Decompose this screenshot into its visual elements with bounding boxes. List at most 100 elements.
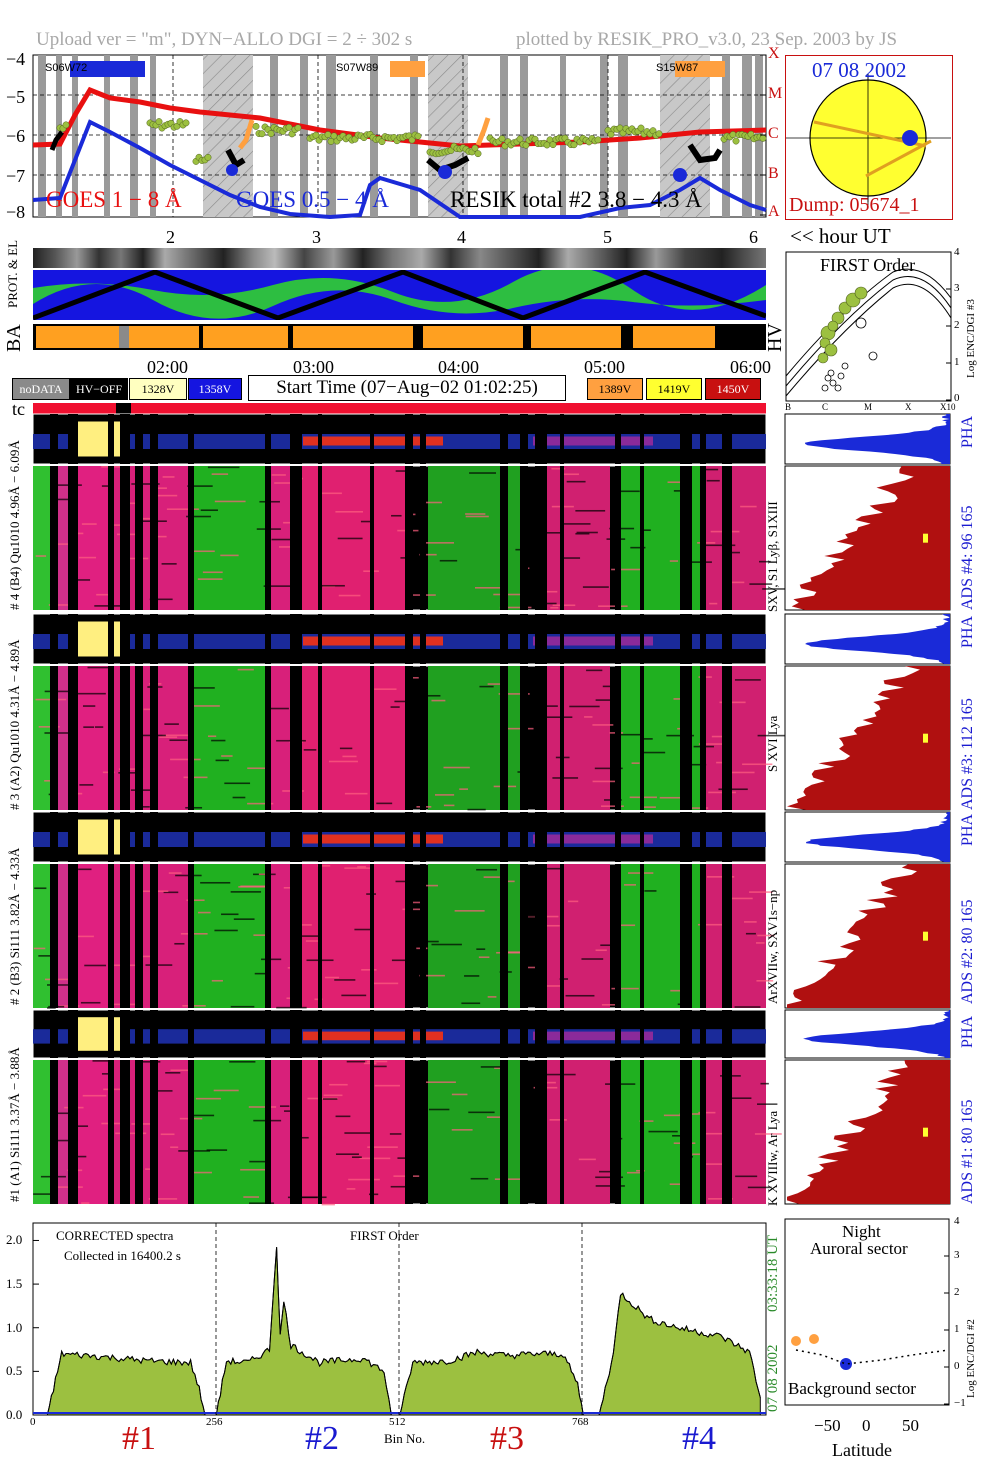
- sun-position-panel: [785, 55, 953, 220]
- lat-ylabel: Log ENC/DGI #2: [965, 1319, 977, 1398]
- legend-resik: RESIK total #2 3.8 − 4.3 Å: [450, 187, 702, 212]
- spectrum-xtick: 512: [389, 1416, 406, 1428]
- hour-axis-label: << hour UT: [790, 224, 891, 248]
- goes-ytick: −6: [6, 126, 26, 146]
- region-label: S15W87: [656, 62, 699, 74]
- latitude-title-2: Auroral sector: [810, 1239, 908, 1258]
- time-tick: 04:00: [438, 357, 480, 377]
- legend-hv-off: HV−OFF: [70, 378, 128, 400]
- channel-label-1: #1 (A1) Si111 3.37Å − 3.88Å: [7, 1047, 22, 1202]
- right-histograms: [784, 413, 951, 1205]
- spectrum-ytick: 0.5: [6, 1363, 23, 1379]
- spectrum-xlabel: Bin No.: [384, 1431, 426, 1446]
- hour-tick: 3: [312, 227, 321, 247]
- side-label-2: ArXVIIw, SXV1s−np: [765, 889, 780, 1004]
- latitude-title-1: Night: [842, 1222, 881, 1241]
- pha-spectrogram: [32, 1009, 767, 1059]
- channel-mark-2: #2: [305, 1420, 339, 1457]
- spectrum-ytick: 0.0: [6, 1407, 23, 1422]
- hour-tick: 2: [166, 227, 175, 247]
- time-tick: 05:00: [584, 357, 626, 377]
- pha-spectrogram: [32, 413, 767, 465]
- lat-ytick: −1: [954, 1397, 966, 1409]
- side-label-3: S XVI Lya: [765, 715, 780, 772]
- time-tick: 06:00: [730, 357, 772, 377]
- side-label-1: K XVIIIw, Ar Lya: [765, 1110, 780, 1206]
- fo-ytick: 4: [954, 246, 960, 258]
- fo-xtick: X10: [940, 402, 956, 412]
- spectrum-side-date: 07 08 2002: [765, 1344, 781, 1413]
- goes-class-label: X: [768, 45, 780, 62]
- first-order-title: FIRST Order: [820, 255, 916, 275]
- goes-class-label: A: [768, 203, 780, 220]
- legend-1389v: 1389V: [587, 378, 643, 400]
- spectrum-note-2: Collected in 16400.2 s: [64, 1248, 181, 1263]
- spectrum-xtick: 0: [30, 1416, 36, 1428]
- fo-xtick: B: [785, 402, 792, 412]
- channel-mark-4: #4: [682, 1420, 716, 1457]
- fo-xtick: M: [864, 402, 873, 412]
- pha-spectrogram: [32, 613, 767, 665]
- tc-label: tc: [12, 399, 25, 419]
- ads-spectrogram: [32, 465, 789, 611]
- spectrum-title: FIRST Order: [350, 1228, 419, 1243]
- spectrum-ytick: 1.5: [6, 1276, 23, 1292]
- pha-label: PHA: [959, 615, 976, 648]
- legend-1328v: 1328V: [129, 378, 187, 400]
- legend-goes-long: GOES 1 − 8 Å: [46, 187, 182, 212]
- spectrum-side-time: 03:33:18 UT: [765, 1234, 781, 1312]
- region-label: S06W72: [45, 62, 88, 74]
- lat-ytick: 4: [954, 1215, 960, 1227]
- latitude-bottom-label: Background sector: [788, 1379, 916, 1398]
- sun-date: 07 08 2002: [812, 58, 907, 82]
- spectrum-line: [33, 1247, 761, 1416]
- spectrogram-svg: [32, 413, 951, 1206]
- ads-spectrogram: [32, 1059, 782, 1206]
- goes-class-label: M: [768, 85, 783, 102]
- fo-ytick: 2: [954, 319, 960, 331]
- channel-mark-1: #1: [122, 1420, 156, 1457]
- ads-label-3: ADS #3: 112 165: [959, 698, 976, 810]
- spectrum-xtick: 768: [572, 1416, 589, 1428]
- fo-ytick: 1: [954, 356, 960, 368]
- ads-label-4: ADS #4: 96 165: [959, 505, 976, 610]
- legend-nodata: noDATA: [12, 378, 70, 400]
- goes-ytick: −4: [6, 49, 26, 69]
- hour-tick: 6: [749, 227, 758, 247]
- goes-class-label: B: [768, 165, 779, 182]
- lat-ytick: 2: [954, 1286, 960, 1298]
- tc-strip: [33, 403, 766, 414]
- fo-xtick: C: [822, 402, 829, 412]
- sun-dump-id: Dump: 05674_1: [789, 194, 920, 216]
- spectrum-note-1: CORRECTED spectra: [56, 1228, 174, 1243]
- time-tick: 03:00: [293, 357, 335, 377]
- latitude-xtick: 50: [902, 1416, 919, 1435]
- hour-tick: 5: [603, 227, 612, 247]
- legend-1450v: 1450V: [705, 378, 761, 400]
- goes-ytick: −5: [6, 87, 26, 107]
- fo-ytick: 0: [954, 392, 960, 404]
- lat-ytick: 1: [954, 1323, 960, 1335]
- first-order-scatter: [785, 251, 952, 402]
- side-label-4: SXV, S1 Lyβ, S1XIII: [765, 501, 780, 612]
- goes-lightcurve-panel: [32, 54, 767, 220]
- lat-ytick: 0: [954, 1360, 960, 1372]
- pha-spectrogram: [32, 811, 767, 863]
- hour-tick: 4: [457, 227, 466, 247]
- prot-strip-plot: [33, 270, 766, 320]
- ads-label-1: ADS #1: 80 165: [959, 1099, 976, 1204]
- fo-xtick: X: [905, 402, 912, 412]
- time-tick: 02:00: [147, 357, 189, 377]
- latitude-xtick: 0: [862, 1416, 871, 1435]
- spectrum-xtick: 256: [206, 1416, 223, 1428]
- goes-class-label: C: [768, 125, 779, 142]
- channel-label-2: # 2 (B3) Si111 3.82Å − 4.33Å: [7, 847, 22, 1005]
- spectrum-chart: [32, 1222, 767, 1416]
- fo-ytick: 3: [954, 282, 960, 294]
- goes-ytick: −7: [6, 166, 26, 186]
- legend-1419v: 1419V: [646, 378, 702, 400]
- pha-label: PHA: [959, 415, 976, 448]
- channel-mark-3: #3: [490, 1420, 524, 1457]
- hv-strip: [33, 324, 766, 350]
- start-time-box: Start Time (07−Aug−02 01:02:25): [248, 375, 566, 401]
